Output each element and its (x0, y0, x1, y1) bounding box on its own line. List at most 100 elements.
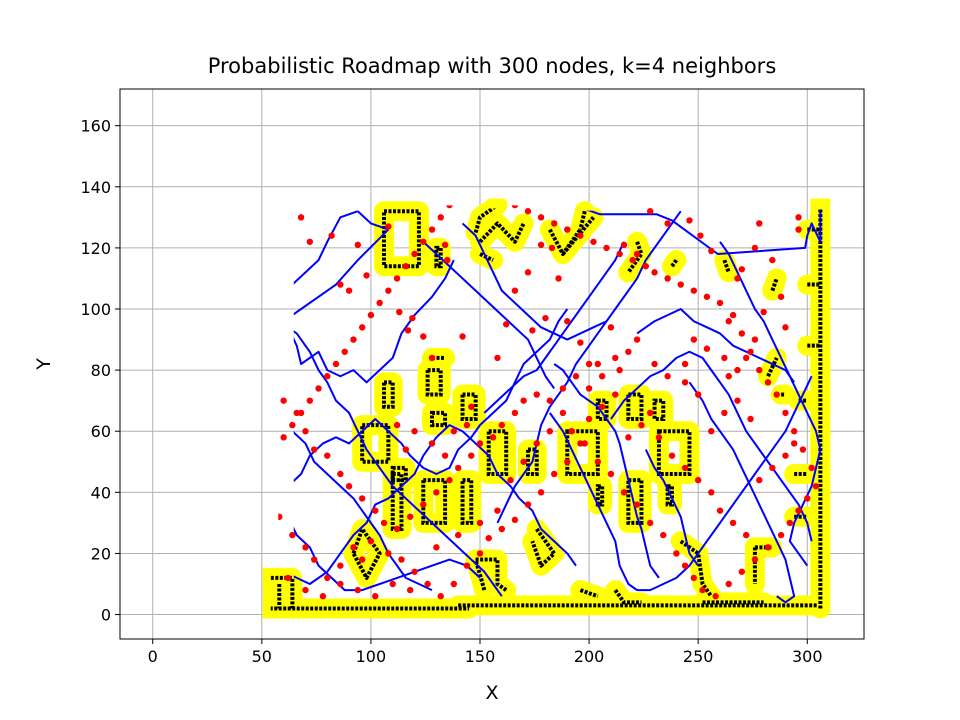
obstacle (724, 260, 728, 272)
roadmap-node (324, 575, 330, 581)
x-tick-label: 50 (252, 647, 272, 666)
roadmap-node (494, 507, 500, 513)
roadmap-node (368, 538, 374, 544)
roadmap-node (486, 535, 492, 541)
roadmap-node (311, 556, 317, 562)
roadmap-node (547, 397, 553, 403)
roadmap-node (507, 477, 513, 483)
roadmap-node (555, 275, 561, 281)
roadmap-node (756, 477, 762, 483)
roadmap-node (769, 465, 775, 471)
roadmap-edge (689, 382, 794, 602)
roadmap-node (411, 569, 417, 575)
obstacle (598, 486, 602, 504)
y-tick-label: 140 (80, 178, 111, 197)
roadmap-node (647, 208, 653, 214)
roadmap-node (664, 275, 670, 281)
obstacle (567, 431, 598, 474)
roadmap-node (405, 327, 411, 333)
roadmap-node (804, 495, 810, 501)
roadmap-node (337, 471, 343, 477)
roadmap-node (564, 226, 570, 232)
roadmap-node (429, 440, 435, 446)
roadmap-node (307, 397, 313, 403)
roadmap-node (490, 434, 496, 440)
roadmap-node (726, 581, 732, 587)
obstacle (262, 578, 293, 609)
roadmap-node (320, 593, 326, 599)
x-tick-label: 150 (465, 647, 496, 666)
obstacle (532, 529, 554, 566)
roadmap-node (315, 385, 321, 391)
obstacle (580, 590, 597, 596)
roadmap-node (582, 440, 588, 446)
roadmap-node (477, 550, 483, 556)
roadmap-node (520, 397, 526, 403)
roadmap-node (760, 309, 766, 315)
roadmap-node (355, 587, 361, 593)
roadmap-node (726, 318, 732, 324)
roadmap-node (385, 550, 391, 556)
roadmap-node (363, 272, 369, 278)
roadmap-node (403, 446, 409, 452)
roadmap-node (429, 226, 435, 232)
roadmap-node (625, 434, 631, 440)
roadmap-node (420, 333, 426, 339)
roadmap-node (752, 336, 758, 342)
roadmap-node (621, 242, 627, 248)
obstacle (628, 480, 641, 523)
roadmap-node (743, 355, 749, 361)
obstacle (628, 242, 641, 273)
roadmap-node (359, 324, 365, 330)
roadmap-node (813, 483, 819, 489)
roadmap-node (407, 514, 413, 520)
roadmap-node (394, 275, 400, 281)
roadmap-node (538, 489, 544, 495)
roadmap-node (464, 422, 470, 428)
roadmap-node (534, 440, 540, 446)
roadmap-node (372, 507, 378, 513)
roadmap-node (337, 562, 343, 568)
roadmap-node (612, 391, 618, 397)
roadmap-node (446, 477, 452, 483)
y-tick-label: 160 (80, 117, 111, 136)
roadmap-node (411, 251, 417, 257)
roadmap-node (376, 300, 382, 306)
roadmap-node (538, 242, 544, 248)
roadmap-node (795, 507, 801, 513)
roadmap-node (385, 223, 391, 229)
roadmap-node (752, 245, 758, 251)
obstacle (768, 358, 777, 376)
roadmap-node (337, 581, 343, 587)
y-tick-label: 100 (80, 300, 111, 319)
plot-background (120, 89, 864, 639)
roadmap-node (420, 239, 426, 245)
roadmap-node (734, 367, 740, 373)
roadmap-node (678, 281, 684, 287)
roadmap-node (782, 410, 788, 416)
y-tick-label: 40 (91, 483, 111, 502)
roadmap-node (403, 263, 409, 269)
roadmap-node (682, 465, 688, 471)
roadmap-node (782, 324, 788, 330)
y-axis-label: Y (33, 358, 55, 371)
roadmap-node (346, 287, 352, 293)
obstacle (681, 541, 712, 596)
roadmap-node (682, 379, 688, 385)
obstacle (772, 278, 776, 290)
roadmap-node (739, 569, 745, 575)
plot-area (119, 88, 865, 640)
roadmap-node (717, 300, 723, 306)
roadmap-node (298, 410, 304, 416)
roadmap-node (747, 349, 753, 355)
y-tick-label: 120 (80, 239, 111, 258)
inflated-obstacle (598, 401, 607, 419)
roadmap-node (630, 257, 636, 263)
roadmap-node (616, 251, 622, 257)
obstacle (384, 382, 393, 406)
roadmap-node (603, 245, 609, 251)
obstacle (476, 560, 507, 591)
roadmap-node (394, 422, 400, 428)
y-tick-label: 60 (91, 422, 111, 441)
roadmap-node (512, 410, 518, 416)
